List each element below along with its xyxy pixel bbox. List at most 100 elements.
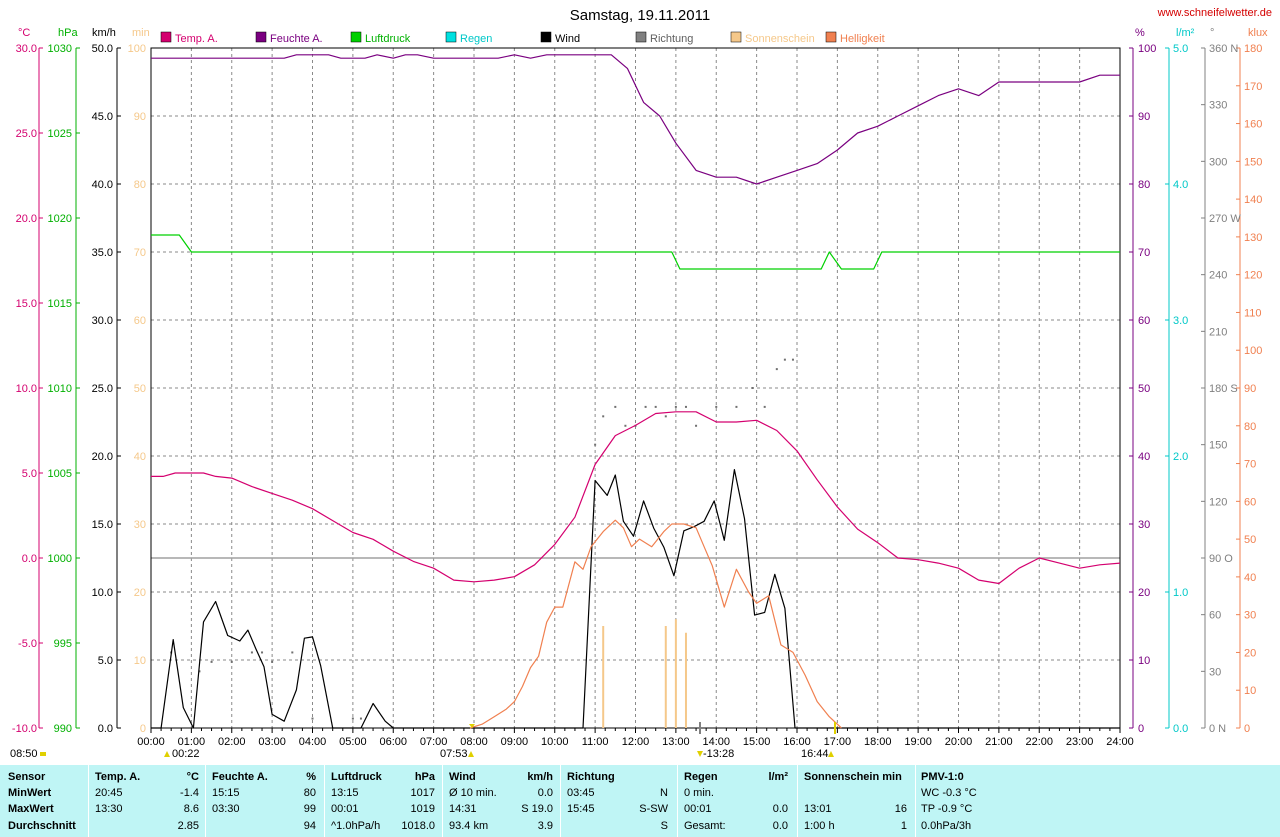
legend-label: Temp. A. (175, 33, 218, 45)
direction-point (198, 670, 201, 673)
legend-label: Helligkeit (840, 33, 885, 45)
brightness-tick-label: 120 (1244, 270, 1262, 282)
sun-tick-label: 0 (140, 723, 146, 735)
direction-point (210, 660, 213, 663)
direction-tick-label: 0 N (1209, 723, 1226, 735)
x-tick-label: 23:00 (1066, 736, 1094, 748)
chart-title: Samstag, 19.11.2011 (570, 7, 710, 24)
series-feuchte-a (151, 54, 1120, 185)
rain-tick-label: 2.0 (1173, 451, 1188, 463)
pressure-unit-label: hPa (58, 27, 78, 39)
sun-tick-label: 70 (134, 247, 146, 259)
direction-tick-label: 240 (1209, 270, 1227, 282)
stats-temp-value: 8.6 (183, 803, 199, 815)
stats-row-label: Durchschnitt (8, 820, 76, 832)
stats-rain-value: 0.0 (772, 803, 788, 815)
stats-sunshine-header: Sonnenschein min (804, 771, 902, 783)
stats-humidity-value: 94 (303, 820, 316, 832)
pressure-tick-label: 1020 (48, 213, 72, 225)
wind-unit-label: km/h (92, 27, 116, 39)
stats-temp-time: 13:30 (95, 803, 123, 815)
stats-temp-unit: °C (186, 771, 199, 783)
stats-wind-time: Ø 10 min. (449, 787, 497, 799)
stats-direction-time: 03:45 (567, 787, 595, 799)
stats-divider (797, 765, 798, 837)
direction-tick-label: 150 (1209, 440, 1227, 452)
brightness-tick-label: 150 (1244, 156, 1262, 168)
stats-direction-value: S-SW (639, 803, 668, 815)
rain-tick-label: 1.0 (1173, 587, 1188, 599)
stats-pmv-value: TP -0.9 °C (921, 803, 973, 815)
brightness-tick-label: 140 (1244, 194, 1262, 206)
x-tick-label: 01:00 (178, 736, 206, 748)
series-luftdruck (151, 234, 1120, 270)
wind-tick-label: 0.0 (98, 723, 113, 735)
stats-rain-time: Gesamt: (684, 820, 726, 832)
stats-pressure-time: 13:15 (331, 787, 359, 799)
sun-tick-label: 20 (134, 587, 146, 599)
brightness-tick-label: 50 (1244, 534, 1256, 546)
stats-sunshine-time: 13:01 (804, 803, 832, 815)
direction-point (602, 415, 605, 418)
brightness-unit-label: klux (1248, 27, 1268, 39)
direction-point (351, 717, 354, 720)
x-tick-label: 16:00 (783, 736, 811, 748)
direction-tick-label: 60 (1209, 610, 1221, 622)
x-tick-label: 05:00 (339, 736, 367, 748)
x-tick-label: 00:00 (137, 736, 165, 748)
temp-tick-label: 30.0 (16, 43, 37, 55)
site-link[interactable]: www.schneifelwetter.de (1157, 7, 1272, 19)
wind-tick-label: 40.0 (92, 179, 113, 191)
direction-tick-label: 180 S (1209, 383, 1238, 395)
temp-tick-label: 25.0 (16, 128, 37, 140)
sun-tick-label: 10 (134, 655, 146, 667)
stats-humidity-value: 80 (303, 787, 316, 799)
legend-label: Luftdruck (365, 33, 411, 45)
sun-tick-label: 30 (134, 519, 146, 531)
humidity-tick-label: 70 (1138, 247, 1150, 259)
rain-unit-label: l/m² (1176, 27, 1195, 39)
wind-tick-label: 10.0 (92, 587, 113, 599)
humidity-tick-label: 50 (1138, 383, 1150, 395)
temp-tick-label: 15.0 (16, 298, 37, 310)
stats-humidity-header: Feuchte A. (212, 771, 268, 783)
series-helligkeit (469, 519, 842, 729)
direction-tick-label: 330 (1209, 100, 1227, 112)
direction-point (261, 651, 264, 654)
direction-point (644, 405, 647, 408)
brightness-tick-label: 100 (1244, 345, 1262, 357)
sunrise-icon (468, 751, 474, 757)
direction-point (654, 405, 657, 408)
direction-tick-label: 90 O (1209, 553, 1233, 565)
wind-tick-label: 50.0 (92, 43, 113, 55)
direction-point (751, 387, 754, 389)
direction-point (271, 660, 274, 663)
stats-row-label: MinWert (8, 787, 52, 799)
stats-direction-value: S (660, 820, 668, 832)
rain-tick-label: 5.0 (1173, 43, 1188, 55)
legend-swatch (825, 31, 837, 43)
stats-sensor-header: Sensor (8, 771, 46, 783)
x-tick-label: 20:00 (945, 736, 973, 748)
sun-tick-label: 90 (134, 111, 146, 123)
stats-wind-value: S 19.0 (521, 803, 553, 815)
legend-swatch (445, 31, 457, 43)
direction-point (735, 405, 738, 408)
brightness-tick-label: 40 (1244, 572, 1256, 584)
legend-swatch (730, 31, 742, 43)
x-tick-label: 24:00 (1106, 736, 1134, 748)
stats-divider (324, 765, 325, 837)
stats-wind-header: Wind (449, 771, 476, 783)
stats-wind-time: 14:31 (449, 803, 477, 815)
stats-pressure-unit: hPa (414, 771, 435, 783)
stats-rain-unit: l/m² (768, 771, 788, 783)
stats-divider (205, 765, 206, 837)
x-tick-label: 13:00 (662, 736, 690, 748)
temp-tick-label: 0.0 (22, 553, 37, 565)
direction-point (763, 405, 766, 408)
direction-point (291, 651, 294, 654)
legend-swatch (635, 31, 647, 43)
series-wind (151, 469, 1120, 729)
sunrise-axis-marker (469, 724, 475, 728)
legend-label: Feuchte A. (270, 33, 323, 45)
